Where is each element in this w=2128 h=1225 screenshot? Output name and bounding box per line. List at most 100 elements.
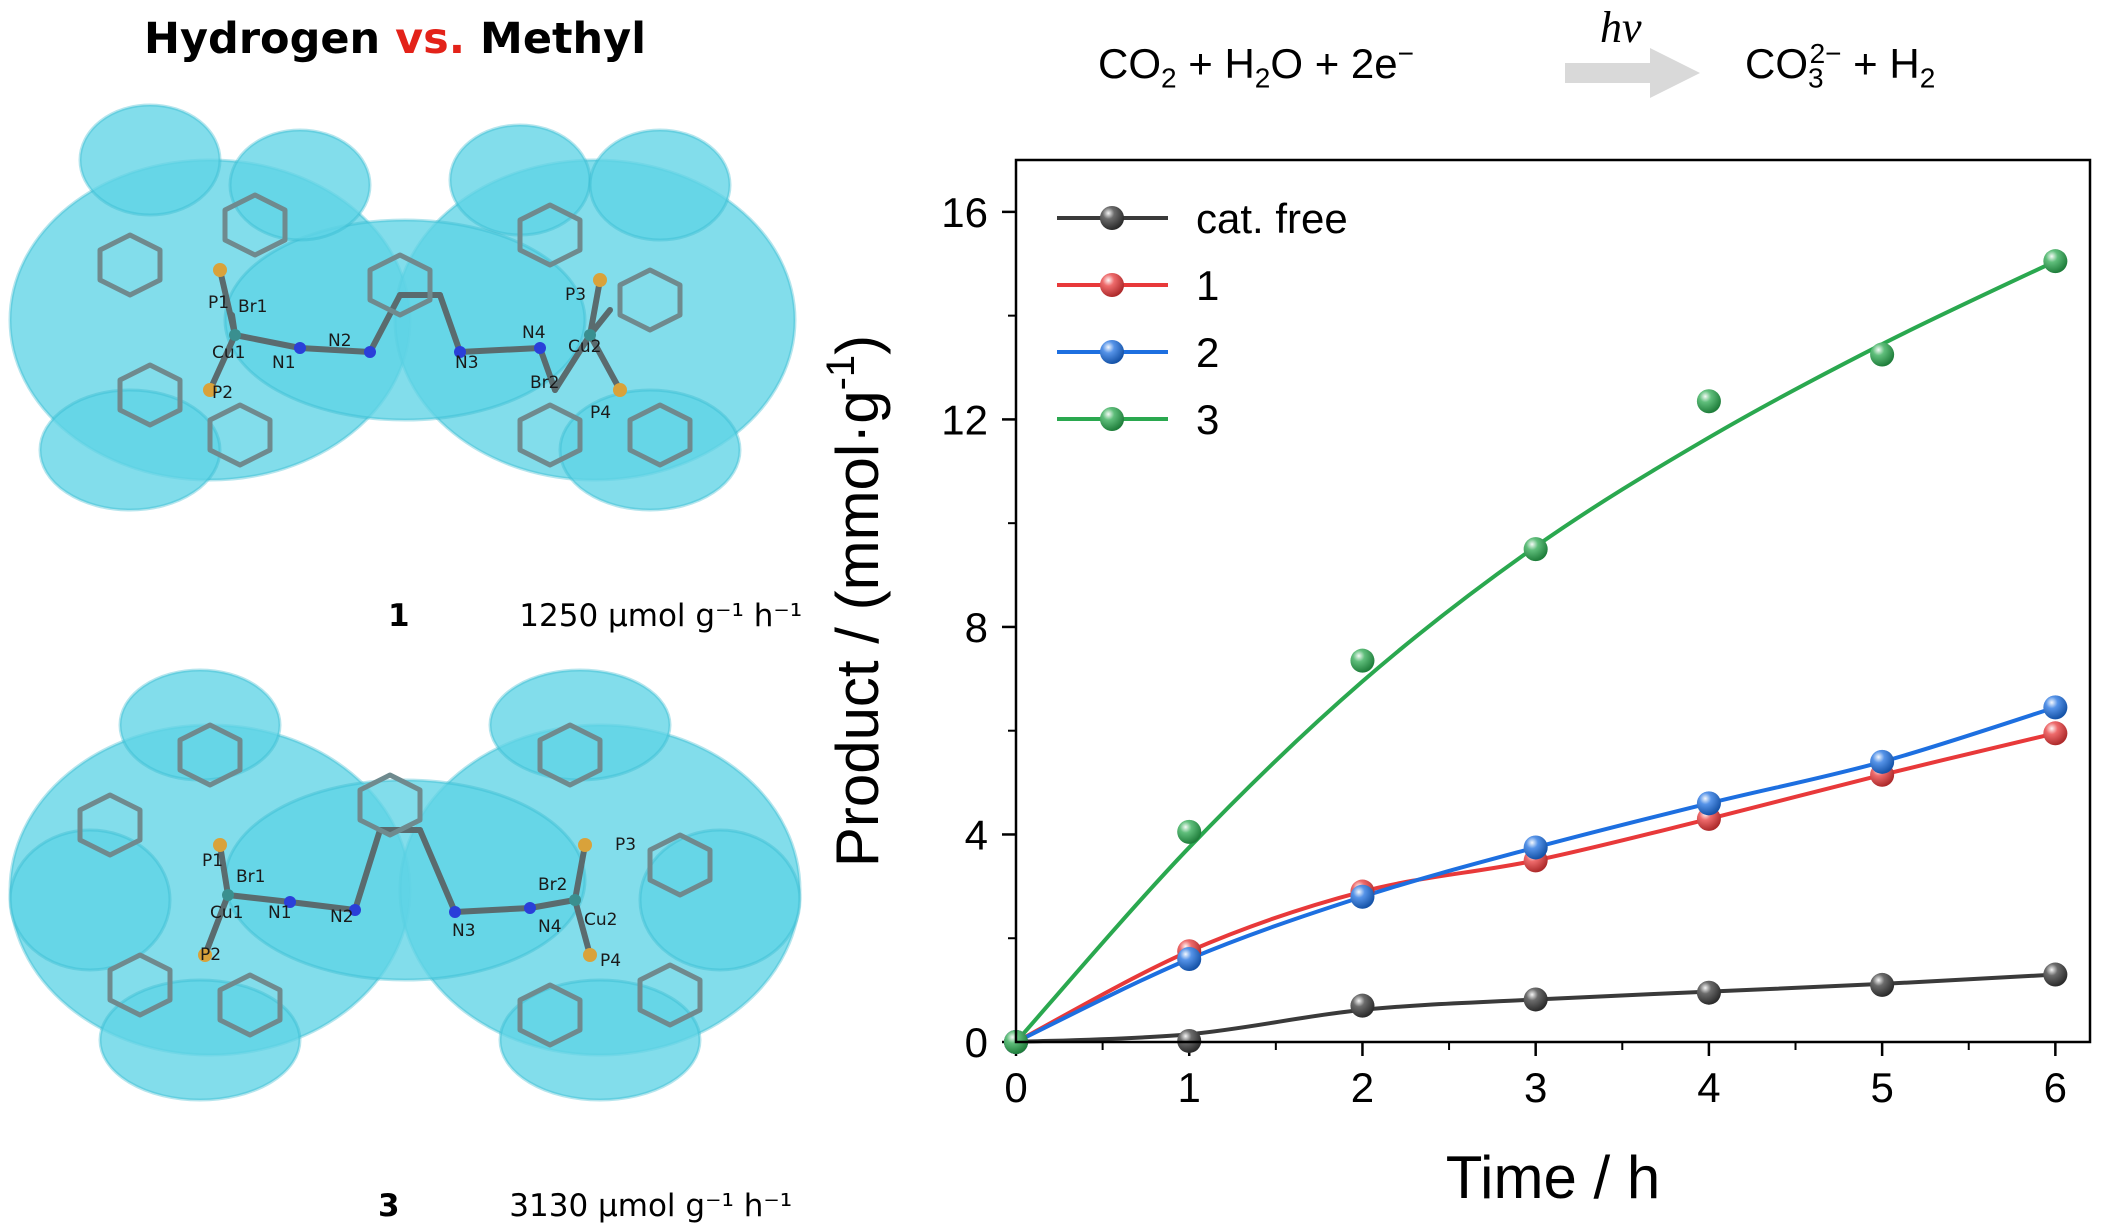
atom-label: P4 — [600, 951, 621, 971]
atom-label: Br2 — [538, 875, 567, 895]
y-tick-label: 4 — [965, 811, 988, 858]
data-point-highlight — [1350, 993, 1375, 1018]
chart-series — [1004, 249, 2068, 1054]
molecule-1-atoms — [203, 263, 627, 397]
legend-marker-highlight — [1100, 407, 1124, 431]
x-axis-title: Time / h — [1446, 1144, 1660, 1211]
molecule-3-phenyl-rings — [77, 722, 713, 1048]
reactant-subscript: 2 — [1254, 62, 1271, 94]
legend-label: 3 — [1196, 396, 1219, 443]
atom-label: Cu2 — [584, 910, 617, 930]
photon-label: hv — [1600, 3, 1642, 52]
legend-marker-highlight — [1100, 206, 1124, 230]
atom-label: P2 — [200, 945, 221, 965]
data-point-highlight — [1870, 749, 1895, 774]
atom-label: N1 — [268, 903, 292, 923]
headline-hydrogen: Hydrogen — [144, 14, 396, 64]
atom-label: Br2 — [530, 373, 559, 393]
compound-number: 1 — [388, 598, 410, 634]
y-axis-title: Product / (mmol·g-1) — [819, 335, 891, 867]
reactant-text: O + 2e — [1270, 40, 1398, 87]
product-superscript: 2− — [1809, 38, 1842, 69]
reaction-products: CO32− + H2 — [1745, 38, 1935, 94]
molecule-3-structure: P1 Br1 Cu1 N1 N2 P2 N3 N4 Br2 P3 Cu2 P4 — [8, 668, 802, 1102]
y-axis-title-superscript: -1 — [819, 355, 863, 391]
data-point-highlight — [1350, 884, 1375, 909]
molecule-1-caption: 1 1250 μmol g⁻¹ h⁻¹ — [388, 598, 802, 634]
atom-label: N4 — [538, 917, 562, 937]
compound-rate: 1250 μmol g⁻¹ h⁻¹ — [519, 598, 803, 634]
reactant-text: CO — [1098, 40, 1161, 87]
atom-label: P2 — [212, 383, 233, 403]
x-tick-label: 6 — [2044, 1064, 2067, 1111]
product-subscript: 2 — [1919, 62, 1936, 94]
product-text: + H — [1841, 40, 1920, 87]
atom-label: N3 — [452, 921, 476, 941]
data-point-highlight — [1177, 819, 1202, 844]
molecule-1-panel: P1 Br1 Cu1 N1 N2 P2 N3 N4 P3 Cu2 Br2 P4 — [0, 90, 810, 590]
reactant-superscript: − — [1397, 38, 1414, 69]
reactant-text: + H — [1176, 40, 1255, 87]
headline-vs: vs. — [395, 14, 466, 64]
legend-marker-highlight — [1100, 273, 1124, 297]
atom-label: Cu1 — [210, 903, 243, 923]
data-point-highlight — [1523, 537, 1548, 562]
reaction-reactants: CO2 + H2O + 2e− — [1098, 38, 1414, 94]
atom-label: N4 — [522, 323, 546, 343]
atom-label: Br1 — [238, 297, 267, 317]
x-tick-label: 2 — [1351, 1064, 1374, 1111]
data-point-highlight — [1870, 342, 1895, 367]
legend-label: 2 — [1196, 329, 1219, 376]
legend-label: 1 — [1196, 262, 1219, 309]
data-point-highlight — [1696, 791, 1721, 816]
data-point-highlight — [1696, 980, 1721, 1005]
atom-label: P3 — [615, 835, 636, 855]
x-tick-label: 1 — [1178, 1064, 1201, 1111]
atom-label: N2 — [328, 331, 352, 351]
x-tick-label: 3 — [1524, 1064, 1547, 1111]
data-point-highlight — [1696, 389, 1721, 414]
atom-label: Br1 — [236, 867, 265, 887]
data-point-highlight — [2043, 962, 2068, 987]
product-text: CO — [1745, 40, 1808, 87]
y-tick-label: 16 — [941, 189, 988, 236]
legend-label: cat. free — [1196, 195, 1348, 242]
atom-label: Cu2 — [568, 337, 601, 357]
y-tick-label: 0 — [965, 1019, 988, 1066]
data-point-highlight — [2043, 721, 2068, 746]
compound-number: 3 — [378, 1188, 400, 1224]
molecule-3-panel: P1 Br1 Cu1 N1 N2 P2 N3 N4 Br2 P3 Cu2 P4 — [0, 650, 810, 1150]
figure-headline: Hydrogen vs. Methyl — [0, 14, 790, 64]
atom-label: N2 — [330, 907, 354, 927]
x-tick-label: 0 — [1004, 1064, 1027, 1111]
reaction-arrow-icon — [1565, 48, 1700, 98]
atom-label: Cu1 — [212, 343, 245, 363]
headline-methyl: Methyl — [465, 14, 646, 64]
y-axis-title-main: Product / (mmol·g — [824, 390, 891, 867]
molecule-1-bonds — [207, 267, 623, 393]
y-tick-label: 8 — [965, 604, 988, 651]
atom-label: P1 — [202, 851, 223, 871]
data-point-highlight — [1523, 987, 1548, 1012]
atom-label: P1 — [208, 293, 229, 313]
y-tick-label: 12 — [941, 396, 988, 443]
molecule-1-surface — [8, 103, 797, 512]
data-point-highlight — [1177, 946, 1202, 971]
molecule-1-structure: P1 Br1 Cu1 N1 N2 P2 N3 N4 P3 Cu2 Br2 P4 — [8, 103, 797, 512]
molecule-3-atom-labels: P1 Br1 Cu1 N1 N2 P2 N3 N4 Br2 P3 Cu2 P4 — [200, 835, 636, 971]
chart-legend: cat. free 1 2 3 — [1057, 195, 1348, 443]
reactant-subscript: 2 — [1161, 62, 1177, 94]
compound-rate: 3130 μmol g⁻¹ h⁻¹ — [509, 1188, 793, 1224]
molecule-3-caption: 3 3130 μmol g⁻¹ h⁻¹ — [378, 1188, 792, 1224]
product-subscript: 3 — [1808, 62, 1824, 94]
data-point-highlight — [1523, 835, 1548, 860]
data-point-highlight — [1870, 972, 1895, 997]
x-tick-label: 4 — [1697, 1064, 1720, 1111]
data-point-highlight — [2043, 249, 2068, 274]
molecule-1-phenyl-rings — [97, 192, 693, 468]
molecule-3-bonds — [202, 827, 593, 958]
atom-label: P3 — [565, 285, 586, 305]
molecule-1-atom-labels: P1 Br1 Cu1 N1 N2 P2 N3 N4 P3 Cu2 Br2 P4 — [208, 285, 611, 423]
